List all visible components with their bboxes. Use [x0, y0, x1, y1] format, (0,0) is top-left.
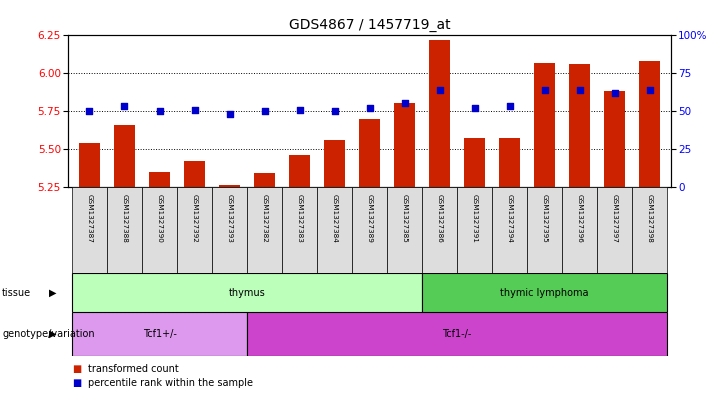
Text: GSM1327395: GSM1327395: [541, 194, 547, 242]
Bar: [254, 173, 275, 187]
Point: [539, 87, 550, 93]
Text: Tcf1+/-: Tcf1+/-: [143, 329, 177, 339]
Bar: [72, 273, 422, 312]
Bar: [632, 187, 667, 273]
Bar: [72, 187, 107, 273]
Bar: [79, 143, 100, 187]
Bar: [562, 187, 597, 273]
Point: [574, 87, 585, 93]
Text: thymus: thymus: [229, 288, 265, 298]
Bar: [534, 62, 555, 187]
Bar: [422, 273, 667, 312]
Text: ■: ■: [72, 364, 81, 375]
Bar: [149, 171, 170, 187]
Bar: [527, 187, 562, 273]
Text: GSM1327383: GSM1327383: [296, 194, 303, 242]
Point: [329, 108, 340, 114]
Bar: [394, 103, 415, 187]
Text: percentile rank within the sample: percentile rank within the sample: [88, 378, 253, 388]
Text: GSM1327398: GSM1327398: [647, 194, 653, 242]
Text: Tcf1-/-: Tcf1-/-: [442, 329, 472, 339]
Point: [399, 100, 410, 107]
Point: [259, 108, 270, 114]
Text: GDS4867 / 1457719_at: GDS4867 / 1457719_at: [288, 18, 451, 32]
Bar: [387, 187, 422, 273]
Text: ▶: ▶: [49, 329, 56, 339]
Bar: [597, 187, 632, 273]
Bar: [422, 187, 457, 273]
Bar: [212, 187, 247, 273]
Bar: [247, 187, 282, 273]
Text: GSM1327382: GSM1327382: [262, 194, 267, 242]
Text: ▶: ▶: [49, 288, 56, 298]
Text: GSM1327392: GSM1327392: [192, 194, 198, 242]
Text: GSM1327387: GSM1327387: [87, 194, 92, 242]
Point: [364, 105, 376, 111]
Bar: [177, 187, 212, 273]
Bar: [324, 140, 345, 187]
Bar: [429, 40, 450, 187]
Text: GSM1327384: GSM1327384: [332, 194, 337, 242]
Bar: [499, 138, 520, 187]
Text: GSM1327393: GSM1327393: [226, 194, 232, 242]
Text: GSM1327385: GSM1327385: [402, 194, 407, 242]
Bar: [352, 187, 387, 273]
Bar: [282, 187, 317, 273]
Bar: [569, 64, 590, 187]
Text: transformed count: transformed count: [88, 364, 179, 375]
Point: [644, 87, 655, 93]
Text: GSM1327396: GSM1327396: [577, 194, 583, 242]
Bar: [359, 119, 380, 187]
Point: [434, 87, 446, 93]
Text: thymic lymphoma: thymic lymphoma: [500, 288, 589, 298]
Bar: [247, 312, 667, 356]
Text: GSM1327397: GSM1327397: [611, 194, 617, 242]
Bar: [492, 187, 527, 273]
Point: [84, 108, 95, 114]
Text: GSM1327394: GSM1327394: [507, 194, 513, 242]
Point: [154, 108, 165, 114]
Bar: [219, 185, 240, 187]
Text: GSM1327389: GSM1327389: [366, 194, 373, 242]
Point: [293, 107, 305, 113]
Text: GSM1327390: GSM1327390: [156, 194, 162, 242]
Point: [469, 105, 480, 111]
Text: ■: ■: [72, 378, 81, 388]
Point: [189, 107, 200, 113]
Bar: [464, 138, 485, 187]
Bar: [142, 187, 177, 273]
Bar: [72, 312, 247, 356]
Bar: [457, 187, 492, 273]
Text: genotype/variation: genotype/variation: [2, 329, 94, 339]
Bar: [289, 155, 310, 187]
Bar: [639, 61, 660, 187]
Point: [504, 103, 516, 110]
Text: tissue: tissue: [2, 288, 31, 298]
Bar: [604, 91, 625, 187]
Point: [224, 111, 235, 117]
Text: GSM1327386: GSM1327386: [436, 194, 443, 242]
Bar: [184, 161, 205, 187]
Point: [119, 103, 131, 110]
Text: GSM1327388: GSM1327388: [122, 194, 128, 242]
Bar: [107, 187, 142, 273]
Point: [609, 90, 620, 96]
Bar: [114, 125, 135, 187]
Bar: [317, 187, 352, 273]
Text: GSM1327391: GSM1327391: [472, 194, 477, 242]
